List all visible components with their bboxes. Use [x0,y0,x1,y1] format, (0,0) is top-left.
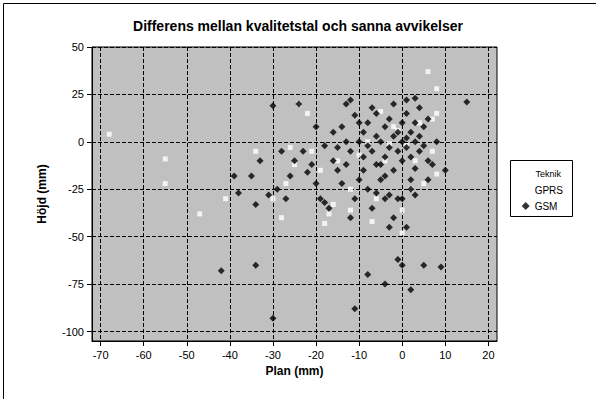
svg-text:-50: -50 [68,231,84,243]
svg-text:-25: -25 [68,183,84,195]
svg-text:25: 25 [72,88,84,100]
svg-text:Höjd (mm): Höjd (mm) [35,164,49,223]
svg-text:Teknik: Teknik [535,169,561,179]
svg-text:-20: -20 [308,349,324,361]
svg-text:-60: -60 [136,349,152,361]
svg-text:10: 10 [439,349,451,361]
svg-text:20: 20 [482,349,494,361]
svg-text:-75: -75 [68,278,84,290]
svg-text:0: 0 [399,349,405,361]
svg-text:-50: -50 [179,349,195,361]
svg-text:Differens mellan kvalitetstal: Differens mellan kvalitetstal och sanna … [133,18,463,34]
svg-text:-30: -30 [265,349,281,361]
svg-text:-40: -40 [222,349,238,361]
svg-text:Plan (mm): Plan (mm) [265,364,323,378]
svg-text:-100: -100 [62,326,84,338]
svg-text:50: 50 [72,41,84,53]
svg-text:GPRS: GPRS [535,185,564,196]
svg-text:-70: -70 [93,349,109,361]
svg-text:0: 0 [78,136,84,148]
svg-text:GSM: GSM [535,201,558,212]
svg-text:-10: -10 [351,349,367,361]
